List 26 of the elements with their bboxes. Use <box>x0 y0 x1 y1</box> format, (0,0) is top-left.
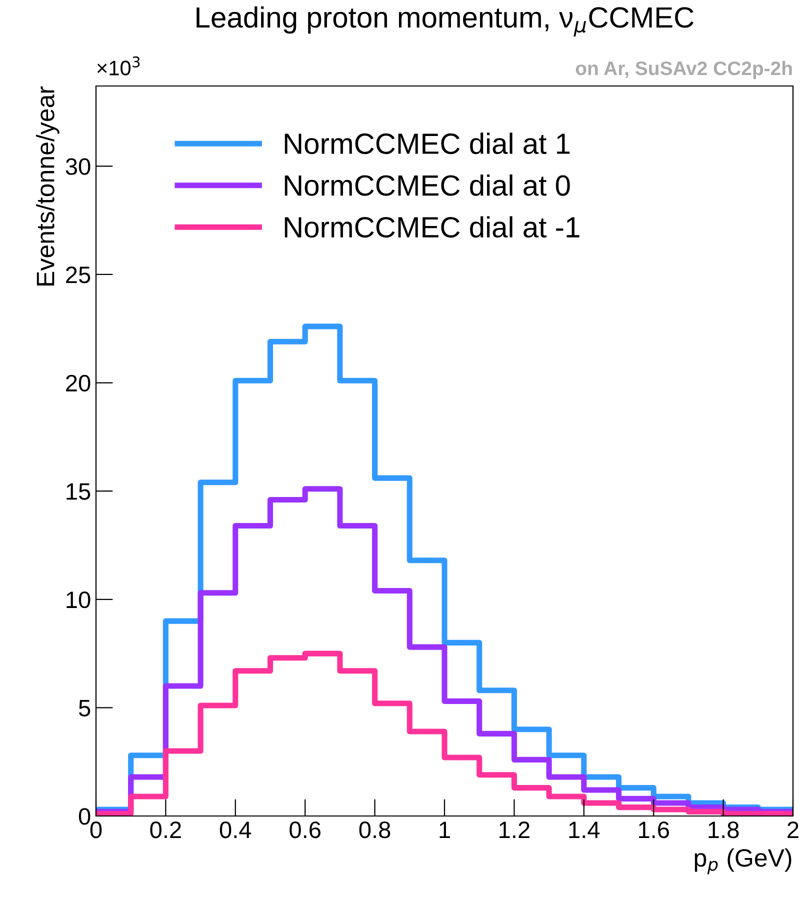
x-axis-title: p$_{p}$ (GeV) <box>694 848 792 874</box>
y-axis-title: Events/tonne/year <box>36 86 60 286</box>
text: ×10$^{3}$ <box>97 56 140 76</box>
x-tick-label: 1.2 <box>500 821 530 838</box>
x-tick-label: 1.8 <box>708 821 739 838</box>
y-tick-label: 25 <box>66 266 90 284</box>
y-tick-label: 20 <box>66 374 90 392</box>
x-tick-label: 0.2 <box>150 821 181 838</box>
x-tick-label: 0 <box>90 821 102 838</box>
y-tick-label: 15 <box>66 483 90 500</box>
x-tick-label: 0.6 <box>290 821 320 838</box>
chart-subtitle: on Ar, SuSAv2 CC2p-2h <box>576 60 792 80</box>
y-tick-label: 30 <box>66 158 90 175</box>
legend-label: NormCCMEC dial at -1 <box>284 216 580 238</box>
legend-label: NormCCMEC dial at 0 <box>284 174 570 196</box>
y-tick-label: 5 <box>78 700 90 716</box>
x-tick-label: 1 <box>440 822 450 838</box>
legend-label: NormCCMEC dial at 1 <box>284 132 570 154</box>
x-tick-label: 0.4 <box>220 821 252 838</box>
x-tick-label: 2 <box>788 821 798 838</box>
x-tick-label: 1.6 <box>638 821 669 838</box>
chart-title: Leading proton momentum, ν$_{μ}$CCMEC <box>196 6 694 37</box>
y-tick-label: 0 <box>78 808 90 825</box>
y-tick-label: 10 <box>66 591 90 608</box>
x-tick-label: 1.4 <box>569 822 600 838</box>
x-tick-label: 0.8 <box>359 821 390 838</box>
